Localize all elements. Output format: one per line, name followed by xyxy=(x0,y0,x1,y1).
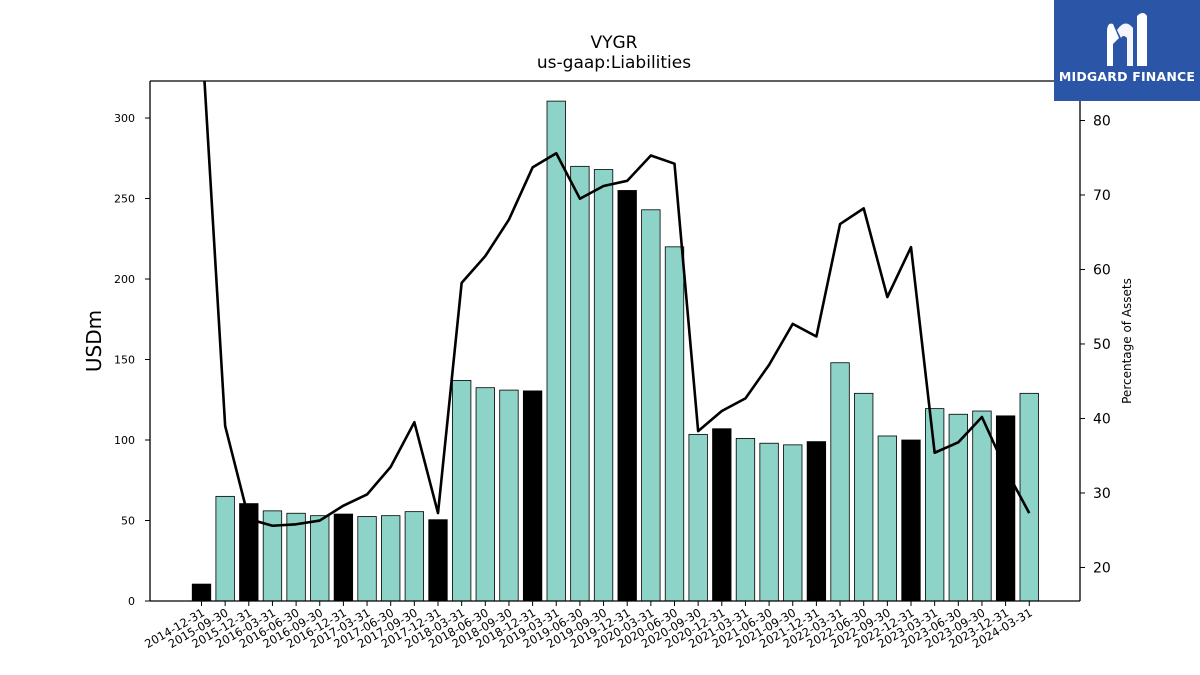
axes xyxy=(149,80,1081,602)
bar-2022-09-30 xyxy=(877,435,897,602)
line-series xyxy=(203,81,1031,528)
y2-tick-label: 40 xyxy=(1093,411,1111,427)
y-tick-label: 250 xyxy=(114,193,135,206)
bar-2019-06-30 xyxy=(570,165,590,602)
logo-mark-icon xyxy=(1107,13,1147,66)
bar-2016-12-31 xyxy=(333,513,354,602)
x-axis-ticks: 2014-12-312015-09-302015-12-312016-03-31… xyxy=(142,601,1035,651)
bar-2014-12-31 xyxy=(191,583,212,602)
y-tick-label: 0 xyxy=(128,595,135,608)
left-axis-ticks: 0 50 100 150 200 250 300 xyxy=(114,112,150,608)
bar-2022-03-31 xyxy=(830,362,850,602)
bar-2021-09-30 xyxy=(783,444,803,602)
y-tick-label: 300 xyxy=(114,112,135,125)
chart-subtitle: us-gaap:Liabilities xyxy=(537,53,691,73)
bar-2016-09-30 xyxy=(310,515,330,602)
bar-2017-03-31 xyxy=(357,516,377,602)
bar-2023-09-30 xyxy=(972,410,992,602)
y2-axis-label: Percentage of Assets xyxy=(1120,278,1134,404)
y2-tick-label: 20 xyxy=(1093,560,1111,576)
right-axis-ticks: 20 30 40 50 60 70 80 xyxy=(1080,113,1111,576)
bar-2022-06-30 xyxy=(854,392,874,602)
y-tick-label: 200 xyxy=(114,273,135,286)
bar-2017-06-30 xyxy=(381,515,401,602)
bar-2017-12-31 xyxy=(428,519,448,602)
bar-2018-06-30 xyxy=(475,387,495,602)
bar-2020-09-30 xyxy=(688,433,708,602)
bar-2020-03-31 xyxy=(641,209,661,602)
bar-2021-12-31 xyxy=(806,441,827,602)
logo-text: MIDGARD FINANCE xyxy=(1058,69,1196,84)
midgard-finance-logo: MIDGARD FINANCE xyxy=(1054,0,1200,101)
bar-2023-03-31 xyxy=(925,408,945,602)
y2-tick-label: 30 xyxy=(1093,486,1111,502)
y-tick-label: 50 xyxy=(121,515,135,528)
y-tick-label: 100 xyxy=(114,434,135,447)
bar-2023-12-31 xyxy=(995,415,1016,602)
bar-2020-06-30 xyxy=(664,246,685,602)
bar-2018-09-30 xyxy=(499,389,519,602)
percentage-of-assets-line xyxy=(203,81,1031,528)
y2-tick-label: 80 xyxy=(1093,113,1111,129)
bar-2021-03-31 xyxy=(735,437,756,602)
y2-tick-label: 60 xyxy=(1093,262,1111,278)
bar-2021-06-30 xyxy=(759,442,779,602)
bar-2019-12-31 xyxy=(617,190,637,602)
y-tick-label: 150 xyxy=(114,354,135,367)
bar-2022-12-31 xyxy=(901,439,921,602)
bar-2015-09-30 xyxy=(215,495,235,602)
bar-2017-09-30 xyxy=(404,511,425,602)
bar-series xyxy=(191,100,1039,602)
bar-2020-12-31 xyxy=(712,428,732,602)
y2-tick-label: 70 xyxy=(1093,188,1111,204)
bar-2024-03-31 xyxy=(1019,392,1039,602)
bar-2018-03-31 xyxy=(451,380,472,602)
bar-2016-06-30 xyxy=(286,512,306,602)
bar-2019-03-31 xyxy=(546,100,566,602)
chart-title: VYGR xyxy=(591,33,638,53)
y-axis-label: USDm xyxy=(82,310,106,372)
bar-2019-09-30 xyxy=(593,169,614,602)
bar-2018-12-31 xyxy=(522,390,543,602)
y2-tick-label: 50 xyxy=(1093,337,1111,353)
